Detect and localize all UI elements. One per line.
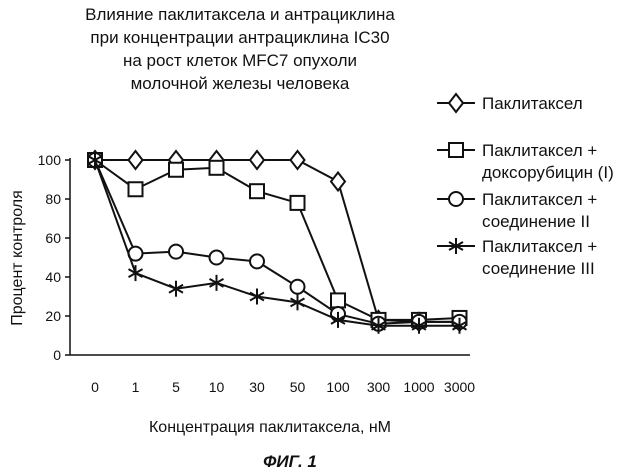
legend-marker: [448, 191, 464, 207]
legend-label: Паклитаксел +: [482, 141, 597, 160]
data-point: [127, 149, 144, 171]
y-axis-label: Процент контроля: [9, 190, 26, 325]
legend-marker: [448, 238, 464, 254]
asterisk-stroke: [128, 268, 143, 278]
legend-marker: [448, 142, 464, 158]
legend-label: соединение II: [482, 212, 590, 231]
legend-label: соединение III: [482, 259, 595, 278]
asterisk-stroke: [87, 155, 103, 165]
x-tick-label: 300: [367, 379, 391, 395]
series-4: [87, 152, 467, 334]
asterisk-stroke: [290, 297, 305, 308]
legend: Паклитаксел Паклитаксел + доксорубицин (I)…: [437, 92, 614, 278]
x-tick-label: 10: [209, 379, 225, 395]
x-tick-label: 3000: [444, 379, 475, 395]
data-point: [452, 317, 467, 334]
data-point: [208, 249, 225, 266]
y-tick-label: 80: [45, 191, 61, 207]
series-line: [94, 159, 460, 325]
x-tick-label: 50: [290, 379, 306, 395]
data-point: [329, 170, 347, 193]
asterisk-stroke: [411, 320, 427, 331]
y-tick-label: 20: [45, 308, 61, 324]
data-point: [127, 181, 144, 198]
series-line: [94, 159, 460, 327]
x-tick-label: 1000: [403, 379, 434, 395]
series-1: [86, 149, 468, 333]
data-point: [371, 317, 386, 334]
legend-entry-2: Паклитаксел + доксорубицин (I): [437, 141, 614, 182]
x-tick-label: 0: [91, 379, 99, 395]
x-tick-label: 30: [249, 379, 265, 395]
data-point: [168, 161, 184, 178]
legend-label: Паклитаксел: [482, 94, 583, 113]
data-point: [168, 280, 184, 297]
legend-marker: [447, 92, 465, 114]
figure-caption: ФИГ. 1: [263, 452, 317, 471]
data-point: [209, 274, 224, 291]
asterisk-stroke: [168, 283, 184, 294]
x-tick-label: 100: [326, 379, 350, 395]
title-line-2: при концентрации антрациклина IC30: [90, 28, 389, 47]
data-point: [128, 265, 143, 282]
title-line-4: молочной железы человека: [131, 74, 350, 93]
data-point: [249, 183, 265, 200]
y-tick-label: 40: [45, 269, 61, 285]
y-tick-label: 0: [53, 347, 61, 363]
data-point: [208, 159, 225, 176]
asterisk-stroke: [209, 277, 224, 288]
y-tick-label: 100: [38, 152, 62, 168]
legend-entry-4: Паклитаксел + соединение III: [437, 237, 597, 278]
data-point: [289, 194, 306, 211]
data-point: [87, 152, 103, 168]
data-point: [290, 294, 305, 311]
data-point: [248, 149, 266, 171]
legend-entry-3: Паклитаксел + соединение II: [437, 190, 597, 231]
y-tick-label: 60: [45, 230, 61, 246]
asterisk-stroke: [330, 315, 346, 325]
asterisk-stroke: [371, 320, 386, 331]
asterisk-stroke: [249, 291, 265, 302]
data-point: [330, 292, 346, 309]
legend-label: Паклитаксел +: [482, 190, 597, 209]
data-point: [289, 149, 306, 171]
chart-title: Влияние паклитаксела и антрациклина при …: [85, 5, 395, 93]
data-point: [330, 311, 346, 328]
x-tick-label: 5: [172, 379, 180, 395]
data-point: [168, 243, 184, 260]
series-line: [95, 159, 460, 323]
series-2: [87, 152, 468, 328]
asterisk-stroke: [452, 320, 467, 331]
title-line-1: Влияние паклитаксела и антрациклина: [85, 5, 395, 24]
data-point: [249, 253, 265, 270]
data-point: [289, 278, 306, 295]
series-line: [94, 159, 460, 321]
data-point: [411, 317, 427, 334]
series-3: [87, 152, 468, 332]
legend-entry-1: Паклитаксел: [437, 92, 583, 114]
title-line-3: на рост клеток MFC7 опухоли: [123, 51, 357, 70]
x-tick-label: 1: [132, 379, 140, 395]
legend-label: доксорубицин (I): [482, 163, 614, 182]
data-point: [249, 288, 265, 305]
legend-label: Паклитаксел +: [482, 237, 597, 256]
asterisk-stroke: [448, 241, 464, 251]
x-axis-label: Концентрация паклитаксела, нМ: [149, 419, 391, 436]
